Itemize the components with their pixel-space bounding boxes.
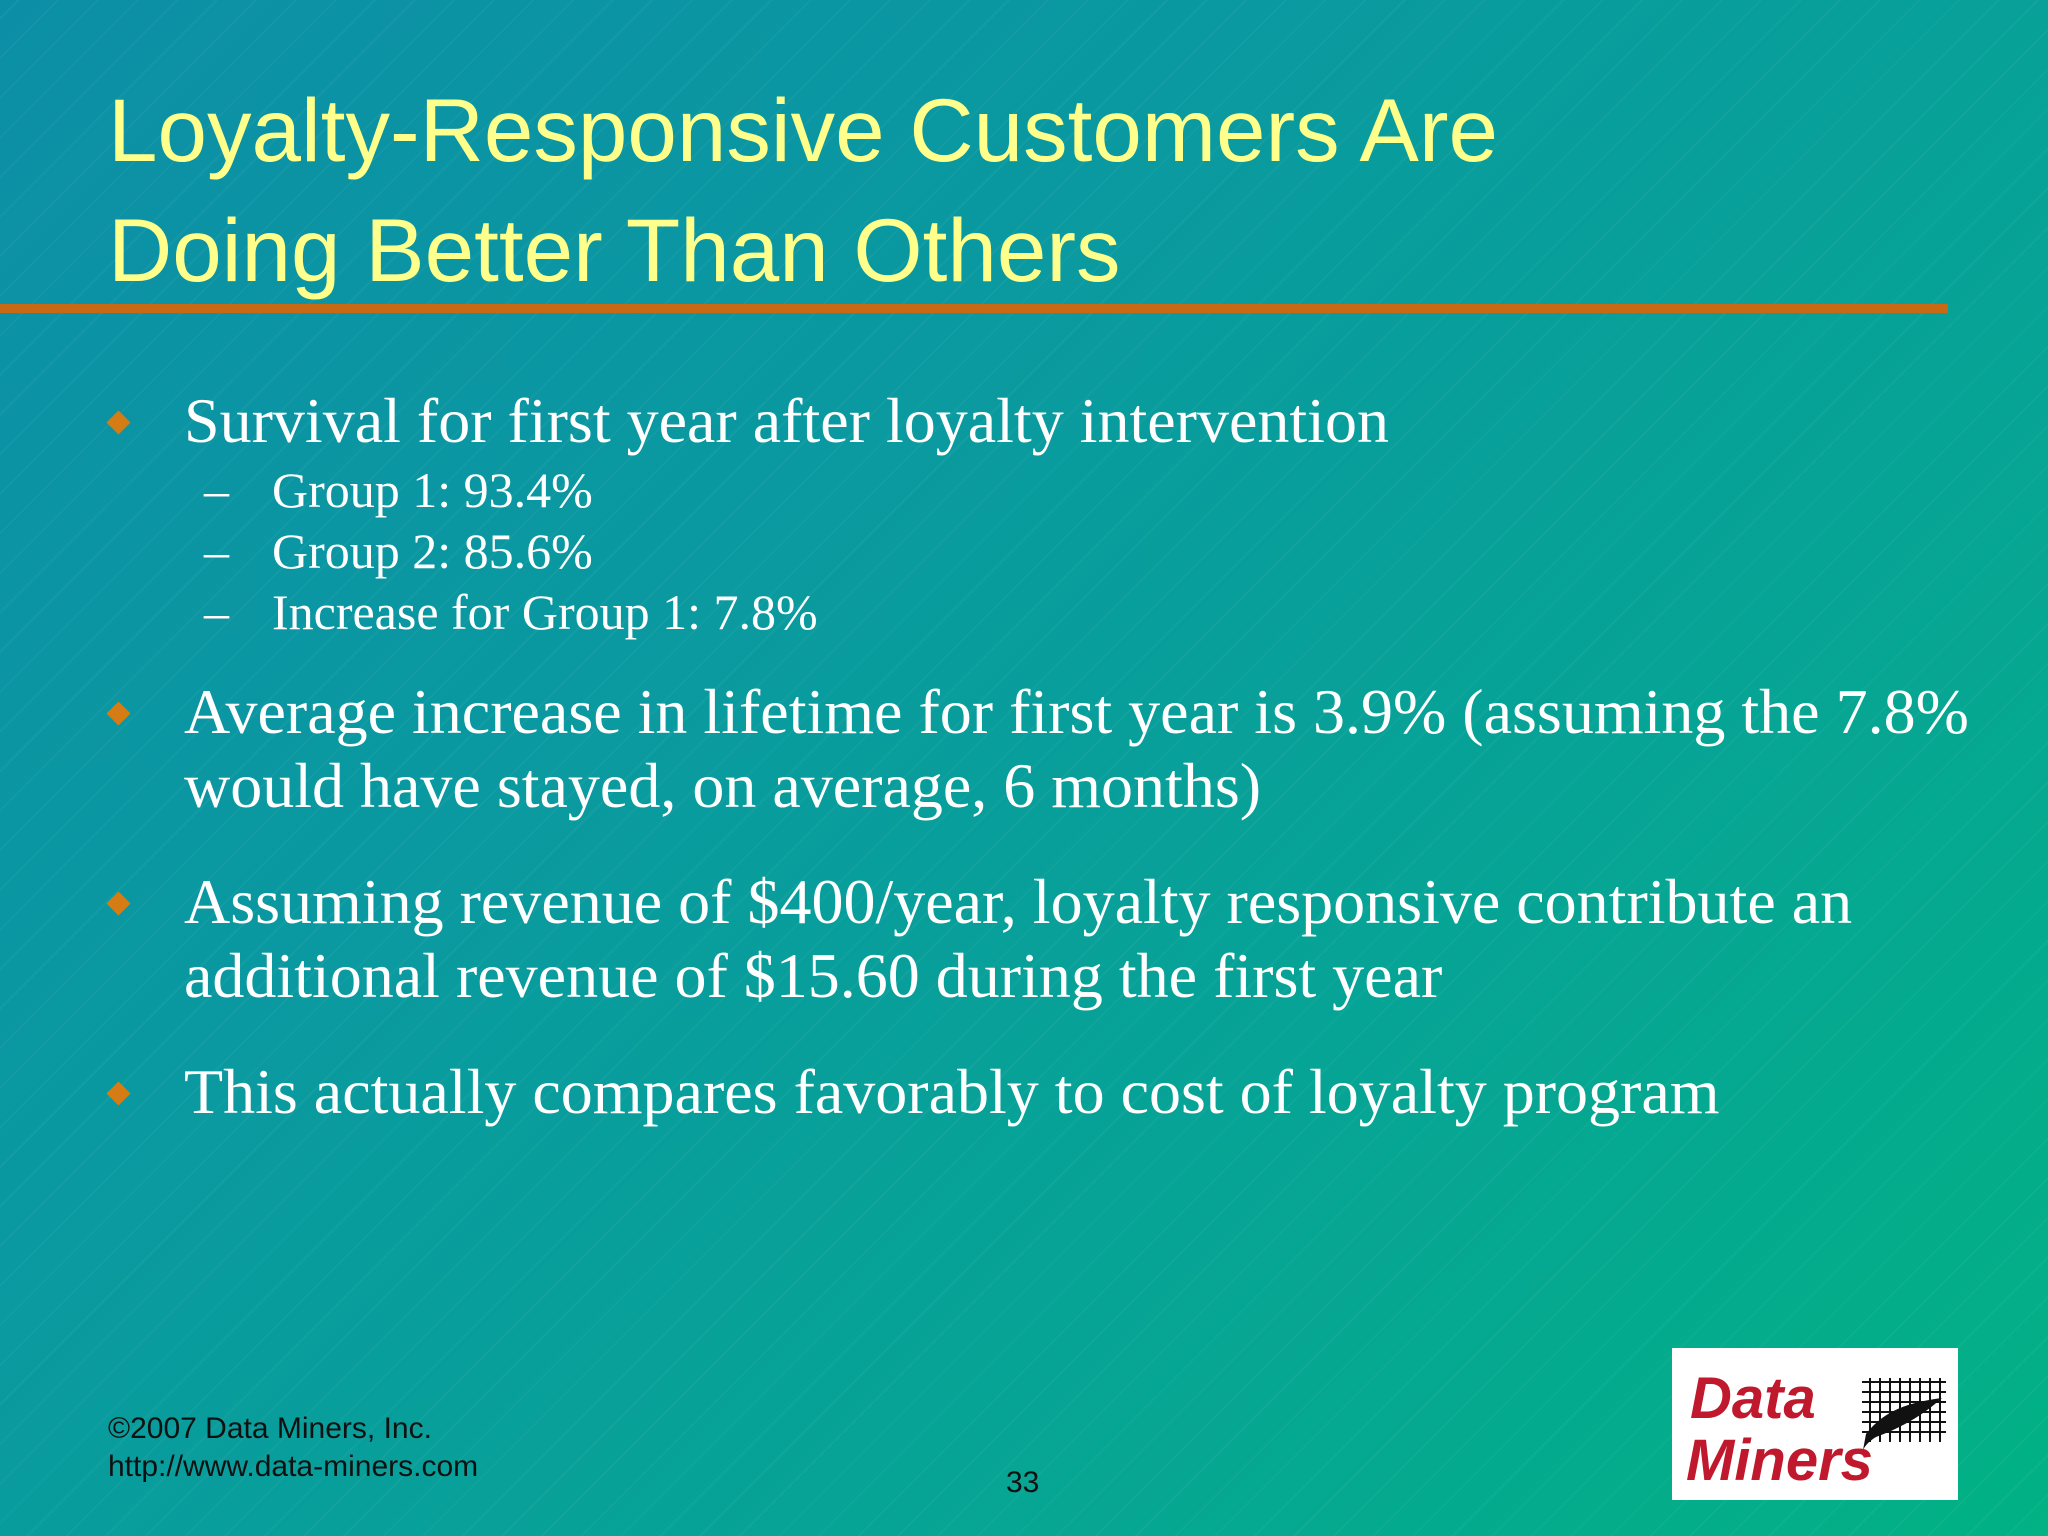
bullet-survival: Survival for first year after loyalty in… — [106, 384, 1988, 643]
subitem-text: Increase for Group 1: 7.8% — [272, 584, 818, 640]
subitem-group-1: – Group 1: 93.4% — [108, 460, 1988, 521]
slide-title-line-1: Loyalty-Responsive Customers Are — [108, 80, 1498, 180]
quill-icon — [1863, 1398, 1942, 1450]
footer-url: http://www.data-miners.com — [108, 1450, 479, 1483]
logo-svg: Data Miners — [1686, 1366, 1946, 1493]
slide-title: Loyalty-Responsive Customers Are Doing B… — [108, 70, 1908, 310]
orange-diamond-bullet-icon — [106, 410, 131, 435]
orange-diamond-bullet-icon — [106, 701, 131, 726]
survival-subitems: – Group 1: 93.4% – Group 2: 85.6% – Incr… — [184, 460, 1988, 643]
slide-title-line-2: Doing Better Than Others — [108, 200, 1121, 300]
bullet-revenue: Assuming revenue of $400/year, loyalty r… — [106, 865, 1988, 1013]
bullet-cost-comparison: This actually compares favorably to cost… — [106, 1055, 1988, 1129]
dash-icon: – — [204, 584, 229, 640]
orange-diamond-bullet-icon — [106, 891, 131, 916]
orange-diamond-bullet-icon — [106, 1081, 131, 1106]
bullet-text: Assuming revenue of $400/year, loyalty r… — [184, 866, 1853, 1011]
logo-text-data: Data — [1690, 1366, 1816, 1431]
bullet-list: Survival for first year after loyalty in… — [106, 384, 1988, 1171]
dash-icon: – — [204, 462, 229, 518]
title-divider-line — [0, 304, 1948, 313]
data-miners-logo: Data Miners — [1672, 1348, 1958, 1500]
logo-text-miners: Miners — [1686, 1428, 1873, 1493]
bullet-text: Average increase in lifetime for first y… — [184, 676, 1969, 821]
bullet-text: Survival for first year after loyalty in… — [184, 385, 1389, 456]
subitem-increase-group-1: – Increase for Group 1: 7.8% — [108, 582, 1988, 643]
subitem-group-2: – Group 2: 85.6% — [108, 521, 1988, 582]
slide-footer: ©2007 Data Miners, Inc. http://www.data-… — [108, 1410, 478, 1486]
page-number: 33 — [1006, 1466, 1040, 1499]
subitem-text: Group 1: 93.4% — [272, 462, 593, 518]
dash-icon: – — [204, 523, 229, 579]
subitem-text: Group 2: 85.6% — [272, 523, 593, 579]
bullet-text: This actually compares favorably to cost… — [184, 1056, 1720, 1127]
copyright-text: ©2007 Data Miners, Inc. — [108, 1412, 432, 1445]
bullet-average-lifetime: Average increase in lifetime for first y… — [106, 675, 1988, 823]
